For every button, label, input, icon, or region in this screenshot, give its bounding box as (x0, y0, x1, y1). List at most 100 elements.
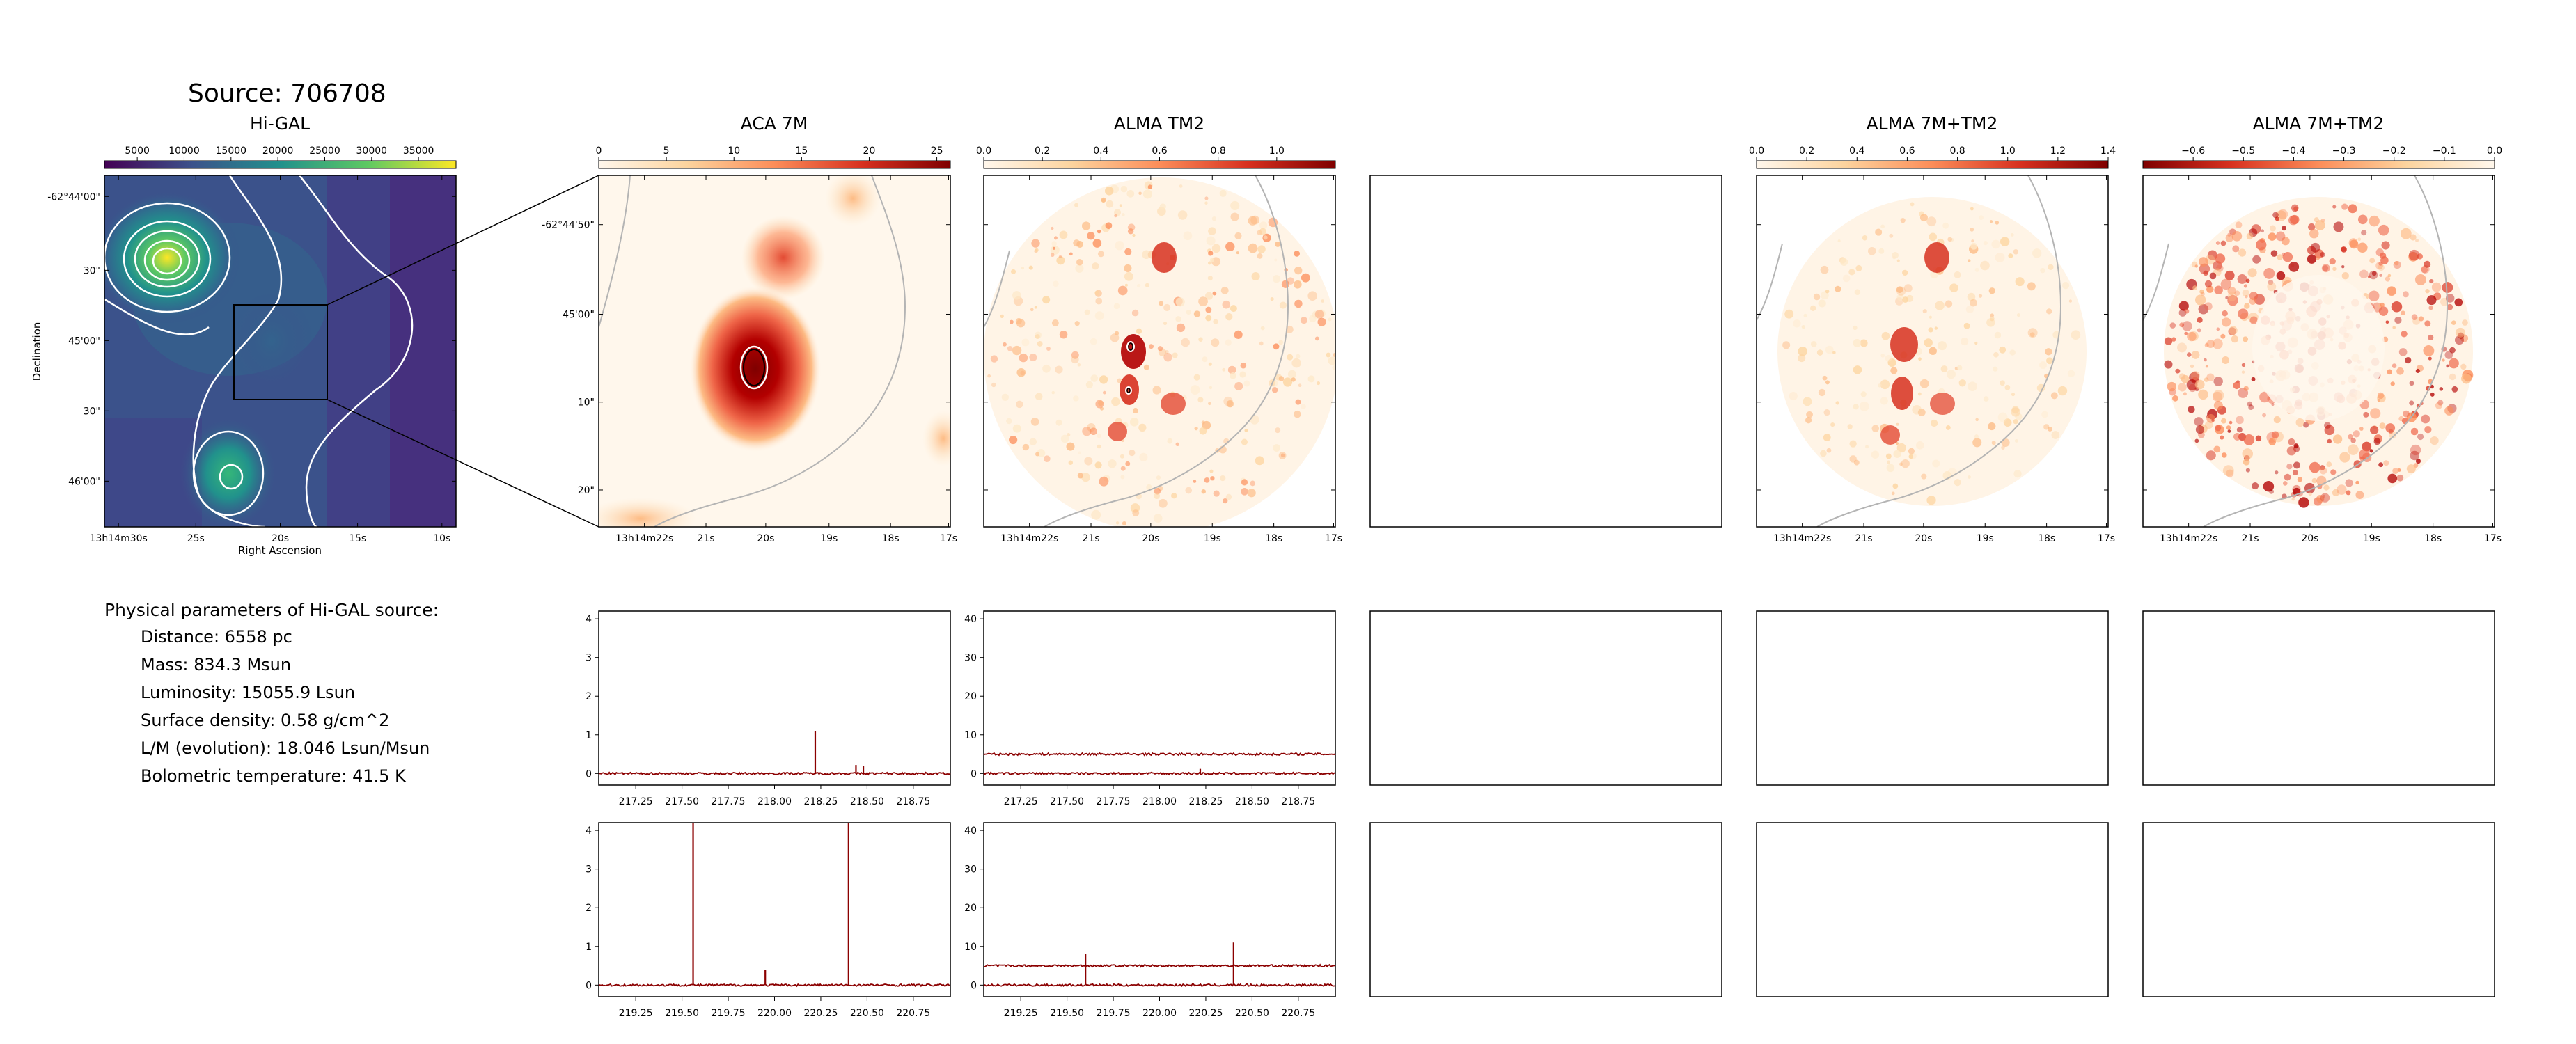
x-tick-label: 13h14m30s (90, 533, 148, 544)
spectrum-x-tick-label: 218.25 (1188, 796, 1223, 807)
param-mass: Mass: 834.3 Msun (141, 655, 292, 674)
spectrum-y-tick-label: 0 (586, 980, 592, 991)
ylabel-higal: Declination (31, 322, 43, 381)
spectrum-x-tick-label: 219.50 (1050, 1008, 1084, 1019)
colorbar-tick-label: 5000 (125, 145, 150, 157)
spectrum-aca-row2: 219.25 219.50 219.75 220.00 220.25 220.50 220.… (586, 823, 951, 1019)
colorbar-tick-label: 1.0 (1269, 145, 1285, 157)
spectrum-y-tick-label: 20 (964, 903, 977, 914)
colorbar-tick-label: 10 (728, 145, 740, 157)
image-combined (1757, 175, 2108, 527)
colorbar-tick-label: 0.8 (1949, 145, 1965, 157)
parameters-heading: Physical parameters of Hi-GAL source: (104, 600, 439, 620)
x-tick-label: 20s (757, 533, 774, 544)
param-luminosity: Luminosity: 15055.9 Lsun (141, 683, 356, 702)
y-tick-label: 46'00" (68, 476, 100, 487)
spectrum-x-tick-label: 220.25 (803, 1008, 838, 1019)
spectrum-x-tick-label: 218.75 (896, 796, 930, 807)
spectrum-x-tick-label: 220.75 (1281, 1008, 1315, 1019)
param-lm-ratio: L/M (evolution): 18.046 Lsun/Msun (141, 738, 430, 758)
spectrum-x-tick-label: 220.00 (1142, 1008, 1177, 1019)
spectrum-x-tick-label: 217.75 (1097, 796, 1131, 807)
colorbar-tick-label: 35000 (403, 145, 434, 157)
frame-residual (2142, 175, 2495, 528)
colorbar-tick-label: 0.0 (2487, 145, 2502, 157)
frame-spec-empty1-row2 (1369, 822, 1722, 997)
axes-residual: 13h14m22s 21s 20s 19s 18s 17s (2143, 175, 2502, 544)
spectrum-y-tick-label: 0 (586, 768, 592, 780)
spectrum-x-tick-label: 217.75 (712, 796, 746, 807)
axes-combined: 13h14m22s 21s 20s 19s 18s 17s (1757, 175, 2115, 544)
spectrum-aca-row1: 217.25 217.50 217.75 218.00 218.25 218.50 218.… (586, 614, 951, 807)
x-tick-label: 21s (1082, 533, 1099, 544)
y-tick-label: -62°44'00" (47, 191, 100, 203)
x-tick-label: 17s (2484, 533, 2502, 544)
colorbar-tick-label: 5 (663, 145, 670, 157)
x-tick-label: 17s (1325, 533, 1342, 544)
colorbar-ticks-tm2: 0.0 0.2 0.4 0.6 0.8 1.0 (976, 145, 1285, 161)
spectrum-x-tick-label: 217.25 (1004, 796, 1038, 807)
colorbar-tick-label: 0.2 (1799, 145, 1814, 157)
colorbar-aca7m (598, 160, 951, 169)
spectrum-x-tick-label: 219.75 (1097, 1008, 1131, 1019)
colorbar-tick-label: 30000 (356, 145, 388, 157)
y-tick-label: 45'00" (68, 335, 100, 347)
spectrum-y-tick-label: 3 (586, 653, 592, 664)
colorbar-tick-label: 0.6 (1899, 145, 1915, 157)
spectrum-y-tick-label: 40 (964, 825, 977, 837)
x-tick-label: 19s (820, 533, 838, 544)
axes-tm2: 13h14m22s 21s 20s 19s 18s 17s (984, 175, 1342, 544)
colorbar-residual (2142, 160, 2495, 169)
image-aca7m (599, 175, 950, 527)
zoom-connector-top (327, 175, 599, 306)
frame-spec-empty2-row2 (1756, 822, 2109, 997)
spectrum-y-tick-label: 4 (586, 614, 592, 625)
x-tick-label: 20s (1142, 533, 1159, 544)
colorbar-tick-label: −0.5 (2231, 145, 2255, 157)
y-tick-label: 10" (578, 397, 595, 409)
colorbar-ticks-aca7m: 0 5 10 15 20 25 (596, 145, 943, 161)
colorbar-tick-label: 25 (931, 145, 943, 157)
spectrum-x-tick-label: 218.25 (803, 796, 838, 807)
spectrum-x-tick-label: 218.50 (1235, 796, 1269, 807)
spectrum-x-tick-label: 218.75 (1281, 796, 1315, 807)
colorbar-tick-label: 20000 (262, 145, 294, 157)
spectrum-x-tick-label: 219.25 (619, 1008, 653, 1019)
x-tick-label: 17s (2098, 533, 2115, 544)
colorbar-tick-label: 0.0 (976, 145, 991, 157)
spectrum-x-tick-label: 218.00 (1142, 796, 1177, 807)
figure-title: Source: 706708 (188, 79, 386, 108)
title-higal: Hi-GAL (250, 113, 310, 134)
frame-aca7m (598, 175, 951, 528)
colorbar-tick-label: 0.2 (1035, 145, 1050, 157)
frame-combined (1756, 175, 2109, 528)
x-tick-label: 21s (697, 533, 714, 544)
axes-aca7m: 13h14m22s 21s 20s 19s 18s 17s -62°44'50" 45'00"… (542, 175, 957, 544)
spectrum-x-tick-label: 217.50 (665, 796, 699, 807)
spectrum-x-tick-label: 220.25 (1188, 1008, 1223, 1019)
colorbar-tick-label: 0.4 (1093, 145, 1108, 157)
x-tick-label: 18s (2424, 533, 2442, 544)
title-combined: ALMA 7M+TM2 (1867, 113, 1998, 134)
colorbar-ticks-higal: 5000 10000 15000 20000 25000 30000 35000 (125, 145, 434, 161)
zoom-connector-bottom (327, 399, 599, 528)
spectrum-y-tick-label: 0 (971, 768, 977, 780)
x-tick-label: 13h14m22s (1000, 533, 1058, 544)
x-tick-label: 19s (2363, 533, 2380, 544)
frame-spec-aca-row2 (598, 822, 951, 997)
x-tick-label: 13h14m22s (615, 533, 673, 544)
spectrum-x-tick-label: 220.00 (757, 1008, 792, 1019)
spectrum-y-tick-label: 20 (964, 691, 977, 702)
colorbar-tick-label: 0 (596, 145, 602, 157)
colorbar-tick-label: 25000 (309, 145, 340, 157)
spectrum-y-tick-label: 10 (964, 942, 977, 953)
spectrum-tm2-row1: 217.25 217.50 217.75 218.00 218.25 218.50 218.… (964, 614, 1336, 807)
spectrum-y-tick-label: 4 (586, 825, 592, 837)
spectrum-y-tick-label: 1 (586, 942, 592, 953)
spectrum-y-tick-label: 10 (964, 730, 977, 741)
frame-tm2 (983, 175, 1336, 528)
y-tick-label: 20" (578, 485, 595, 496)
spectrum-x-tick-label: 218.50 (850, 796, 884, 807)
spectrum-x-tick-label: 220.75 (896, 1008, 930, 1019)
